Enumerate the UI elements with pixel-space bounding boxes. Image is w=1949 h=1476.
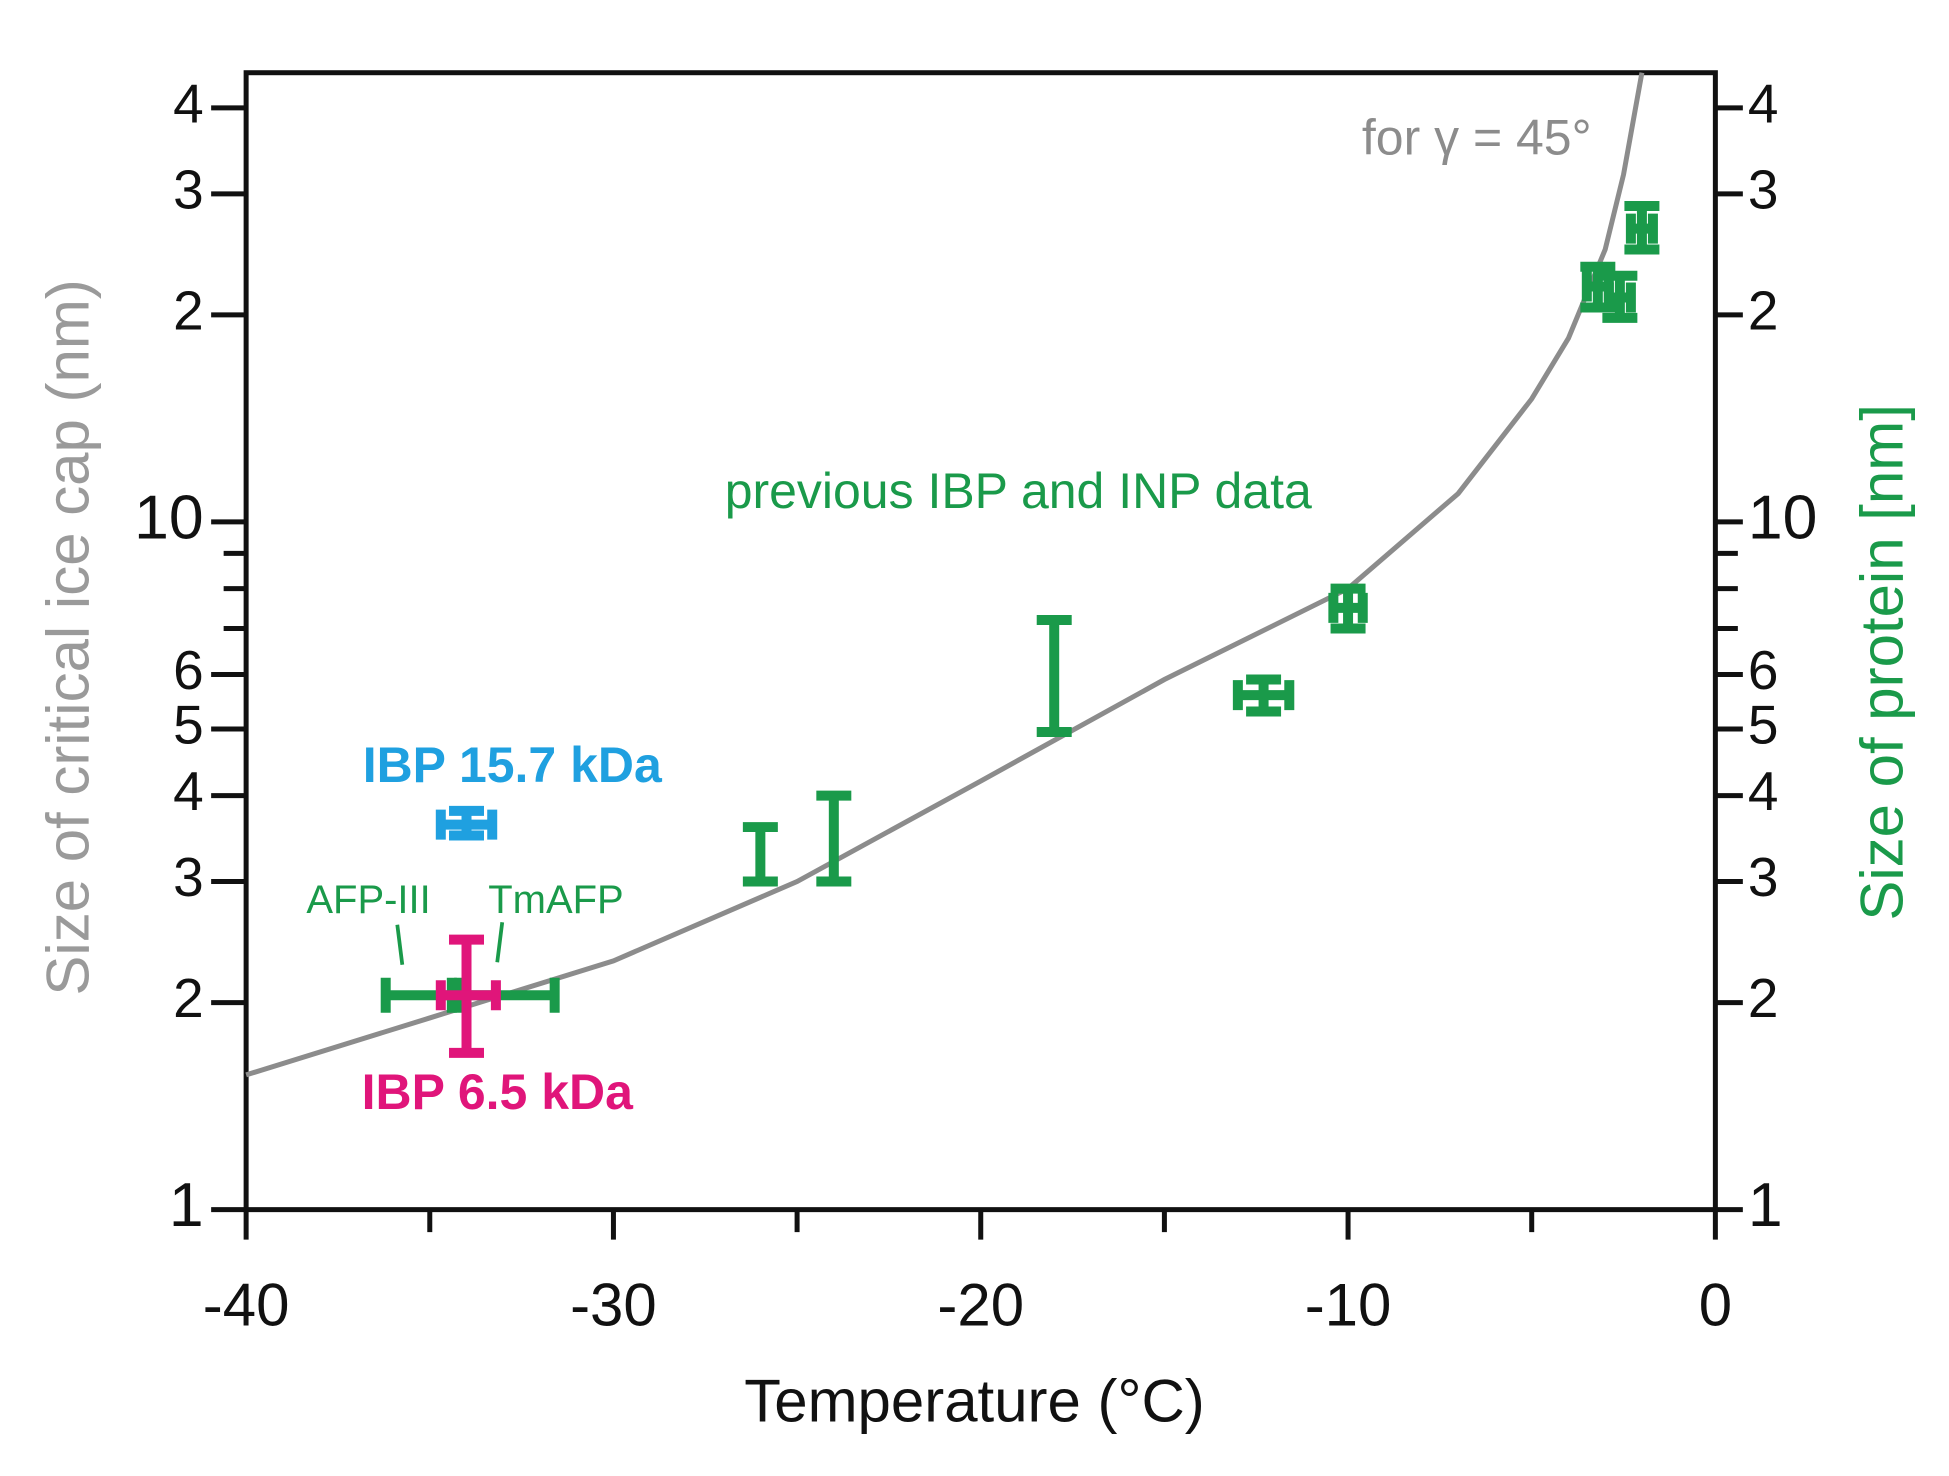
series-label: IBP 15.7 kDa (363, 737, 663, 793)
y-error-bar (742, 822, 778, 887)
x-tick-label: -30 (570, 1271, 657, 1338)
x-error-bar (435, 809, 498, 840)
y-tick-label: 3 (173, 846, 204, 908)
x-tick-label: -10 (1305, 1271, 1392, 1338)
leader-line (395, 924, 405, 965)
series-label: TmAFP (488, 878, 623, 922)
y-error-bar (816, 790, 852, 887)
y2-tick-label: 3 (1748, 158, 1779, 220)
y2-tick-label: 10 (1748, 482, 1817, 552)
y2-tick-label: 1 (1748, 1170, 1783, 1240)
y-tick-label: 10 (134, 482, 203, 552)
y-tick-label: 3 (173, 158, 204, 220)
series-label: previous IBP and INP data (725, 463, 1312, 519)
y-tick-label: 2 (173, 279, 204, 341)
series-label: IBP 6.5 kDa (362, 1064, 635, 1120)
y-error-bar (1036, 615, 1072, 737)
x-axis-title: Temperature (°C) (744, 1368, 1204, 1435)
y2-tick-label: 2 (1748, 279, 1779, 341)
x-tick-label: -40 (203, 1271, 290, 1338)
x-tick-label: -20 (937, 1271, 1024, 1338)
x-error-bar (1328, 592, 1368, 623)
y-tick-label: 5 (173, 693, 204, 755)
y2-tick-label: 5 (1748, 693, 1779, 755)
y2-axis-title: Size of protein [nm] (1848, 404, 1915, 921)
x-error-bar (1625, 213, 1658, 244)
y-tick-label: 6 (173, 639, 204, 701)
curve (245, 72, 1645, 1078)
curve-label: for γ = 45° (1362, 110, 1592, 166)
x-error-bar (1232, 680, 1295, 711)
x-error-bar (435, 980, 501, 1011)
y-tick-label: 1 (169, 1170, 204, 1240)
leader-line (495, 922, 505, 963)
y2-tick-label: 2 (1748, 967, 1779, 1029)
y-axis-title: Size of critical ice cap (nm) (34, 279, 101, 995)
x-tick-label: 0 (1699, 1271, 1732, 1338)
y2-tick-label: 6 (1748, 639, 1779, 701)
series-label: AFP-III (306, 878, 430, 922)
x-error-bar (1603, 282, 1636, 313)
y2-tick-label: 3 (1748, 846, 1779, 908)
y2-tick-label: 4 (1748, 760, 1779, 822)
y-tick-label: 4 (173, 760, 204, 822)
y-tick-label: 4 (173, 72, 204, 134)
y-tick-label: 2 (173, 967, 204, 1029)
y2-tick-label: 4 (1748, 72, 1779, 134)
